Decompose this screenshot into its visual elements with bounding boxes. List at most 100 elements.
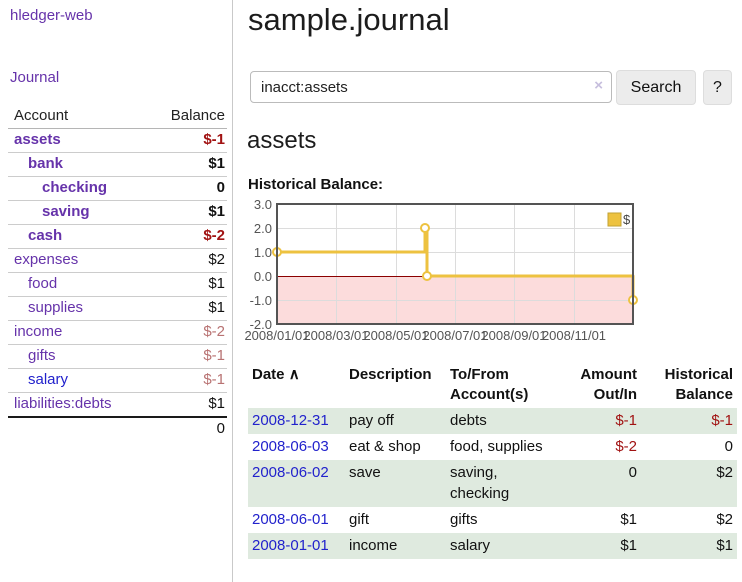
account-balance: $-1 <box>145 344 227 369</box>
transaction-row: 2008-01-01 income salary $1 $1 <box>248 533 737 559</box>
transaction-description: save <box>349 464 381 481</box>
svg-text:2008/03/01: 2008/03/01 <box>303 328 368 343</box>
transaction-accounts: gifts <box>450 511 478 528</box>
account-link-expenses[interactable]: expenses <box>14 251 79 268</box>
sort-ascending-icon: ∧ <box>288 366 300 383</box>
account-link-supplies[interactable]: supplies <box>28 299 84 316</box>
account-link-income[interactable]: income <box>14 323 63 340</box>
account-link-food[interactable]: food <box>28 275 58 292</box>
account-row: checking 0 <box>8 176 227 201</box>
account-row: bank $1 <box>8 152 227 177</box>
svg-text:-1.0: -1.0 <box>250 293 272 308</box>
account-link-assets[interactable]: assets <box>14 131 61 148</box>
account-balance: $-1 <box>203 131 225 148</box>
accounts-header-row: Account Balance <box>8 104 227 129</box>
transaction-date-link[interactable]: 2008-12-31 <box>252 412 329 429</box>
transaction-row: 2008-06-03 eat & shop food, supplies $-2… <box>248 434 737 460</box>
column-header-historical: Historical Balance <box>664 366 733 403</box>
svg-text:-2.0: -2.0 <box>250 317 272 332</box>
accounts-total-row: 0 <box>8 416 227 441</box>
svg-text:2.0: 2.0 <box>254 221 272 236</box>
page-title: sample.journal <box>248 2 450 37</box>
transaction-historical-balance: $2 <box>716 511 733 528</box>
svg-text:2008/11/01: 2008/11/01 <box>542 328 606 343</box>
account-link-bank[interactable]: bank <box>28 155 64 172</box>
svg-text:0.0: 0.0 <box>254 269 272 284</box>
transaction-row: 2008-12-31 pay off debts $-1 $-1 <box>248 408 737 434</box>
accounts-total-value: 0 <box>145 416 227 441</box>
column-header-description: Description <box>349 366 432 383</box>
transaction-historical-balance: $2 <box>716 464 733 481</box>
transaction-accounts: food, supplies <box>450 438 543 455</box>
account-balance: 0 <box>145 176 227 201</box>
accounts-header-account: Account <box>8 104 146 129</box>
search-button[interactable]: Search <box>616 70 696 105</box>
brand-link[interactable]: hledger-web <box>10 7 93 24</box>
account-row: saving $1 <box>8 200 227 225</box>
account-balance: $-2 <box>145 320 227 345</box>
account-row: expenses $2 <box>8 248 227 273</box>
account-row: income $-2 <box>8 320 227 345</box>
clear-search-icon[interactable]: × <box>594 77 603 94</box>
transaction-description: eat & shop <box>349 438 421 455</box>
account-row: gifts $-1 <box>8 344 227 369</box>
column-header-date[interactable]: Date ∧ <box>252 366 300 383</box>
account-balance: $1 <box>145 296 227 321</box>
account-row: cash $-2 <box>8 224 227 249</box>
account-link-checking[interactable]: checking <box>42 179 108 196</box>
account-row: liabilities:debts $1 <box>8 392 227 417</box>
transaction-row: 2008-06-01 gift gifts $1 $2 <box>248 507 737 533</box>
accounts-table: Account Balance assets $-1 bank $1 check… <box>8 104 227 441</box>
account-balance: $1 <box>145 272 227 297</box>
transaction-accounts: salary <box>450 537 491 554</box>
help-button[interactable]: ? <box>703 70 732 105</box>
account-link-salary[interactable]: salary <box>28 371 69 388</box>
column-header-accounts: To/From Account(s) <box>450 366 529 403</box>
legend-swatch <box>607 212 622 227</box>
transaction-amount: $1 <box>620 537 637 554</box>
svg-text:2008/09/01: 2008/09/01 <box>481 328 546 343</box>
svg-text:1.0: 1.0 <box>254 245 272 260</box>
transaction-amount: $-1 <box>615 412 637 429</box>
accounts-header-balance: Balance <box>145 104 227 129</box>
transaction-historical-balance: $-1 <box>711 412 733 429</box>
register-table: Date ∧ Description To/From Account(s) Am… <box>248 362 737 559</box>
transaction-amount: $1 <box>620 511 637 528</box>
sidebar-item-journal[interactable]: Journal <box>10 69 60 86</box>
column-header-amount: Amount Out/In <box>580 366 637 403</box>
account-balance: $1 <box>145 152 227 177</box>
transaction-date-link[interactable]: 2008-06-02 <box>252 464 329 481</box>
legend-label: $ <box>623 212 631 227</box>
svg-text:2008/05/01: 2008/05/01 <box>363 328 428 343</box>
account-link-saving[interactable]: saving <box>42 203 90 220</box>
transaction-amount: 0 <box>628 464 637 481</box>
account-link-cash[interactable]: cash <box>28 227 63 244</box>
svg-text:2008/07/01: 2008/07/01 <box>422 328 487 343</box>
chart-title: Historical Balance: <box>248 176 384 193</box>
transaction-row: 2008-06-02 save saving, checking 0 $2 <box>248 460 737 507</box>
account-balance: $-1 <box>145 368 227 393</box>
transaction-date-link[interactable]: 2008-06-01 <box>252 511 329 528</box>
transaction-description: gift <box>349 511 370 528</box>
account-row: assets $-1 <box>8 129 227 153</box>
transaction-accounts: saving, checking <box>450 464 510 502</box>
transaction-description: pay off <box>349 412 394 429</box>
transaction-date-link[interactable]: 2008-06-03 <box>252 438 329 455</box>
account-balance: $2 <box>145 248 227 273</box>
account-link-gifts[interactable]: gifts <box>28 347 56 364</box>
account-balance: $-2 <box>145 224 227 249</box>
transaction-historical-balance: 0 <box>724 438 733 455</box>
transaction-historical-balance: $1 <box>716 537 733 554</box>
transaction-date-link[interactable]: 2008-01-01 <box>252 537 329 554</box>
account-row: supplies $1 <box>8 296 227 321</box>
search-input[interactable] <box>250 71 612 103</box>
transaction-accounts: debts <box>450 412 487 429</box>
account-balance: $1 <box>145 200 227 225</box>
transaction-description: income <box>349 537 398 554</box>
sidebar: hledger-web Journal Account Balance asse… <box>0 0 233 582</box>
account-balance: $1 <box>145 392 227 417</box>
search-box: × <box>250 71 612 103</box>
account-link-liabilities-debts[interactable]: liabilities:debts <box>14 395 112 412</box>
account-page-title: assets <box>247 127 317 154</box>
